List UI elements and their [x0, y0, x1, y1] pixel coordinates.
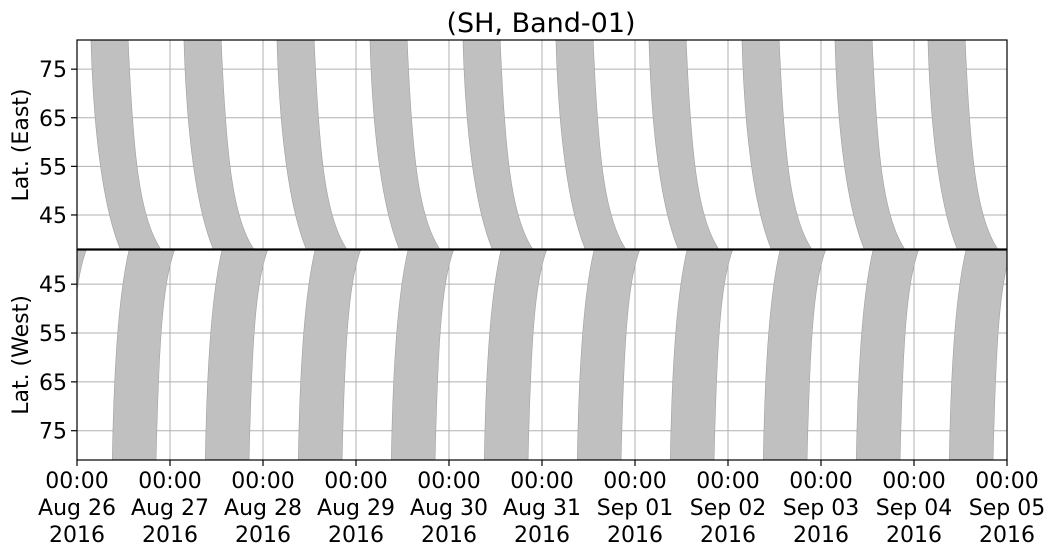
west-panel-bands [77, 250, 1007, 460]
x-tick-label: 00:00 [789, 469, 852, 494]
axes-frame [71, 39, 1008, 466]
x-tick-label: 00:00 [45, 469, 108, 494]
observation-band [834, 40, 906, 249]
observation-band [927, 40, 999, 249]
observation-band [763, 250, 826, 460]
y-axis-label-east: Lat. (East) [9, 89, 34, 202]
x-tick-label: 00:00 [696, 469, 759, 494]
observation-band [741, 40, 813, 249]
y-axis-label-west: Lat. (West) [9, 295, 34, 415]
observation-band [369, 40, 441, 249]
x-tick-label: Aug 28 [224, 496, 302, 521]
x-tick-label: Aug 30 [410, 496, 488, 521]
observation-band [77, 250, 87, 293]
observation-band [90, 40, 162, 249]
y-tick-label: 65 [39, 107, 67, 132]
x-tick-label: 2016 [700, 523, 756, 548]
x-tick-label: Aug 29 [317, 496, 395, 521]
observation-band [949, 250, 1007, 460]
observation-band [205, 250, 268, 460]
observation-band [276, 40, 348, 249]
observation-band [183, 40, 255, 249]
x-tick-label: Sep 03 [783, 496, 859, 521]
x-tick-label: 00:00 [231, 469, 294, 494]
x-tick-label: 2016 [235, 523, 291, 548]
east-panel-bands [90, 40, 999, 249]
x-tick-label: 2016 [49, 523, 105, 548]
x-tick-label: 2016 [979, 523, 1035, 548]
y-tick-label: 55 [39, 322, 67, 347]
x-tick-label: 2016 [328, 523, 384, 548]
x-tick-label: 00:00 [324, 469, 387, 494]
x-tick-label: Sep 02 [690, 496, 766, 521]
observation-band [648, 40, 720, 249]
x-tick-label: 00:00 [510, 469, 573, 494]
y-tick-label: 75 [39, 420, 67, 445]
y-tick-label: 75 [39, 58, 67, 83]
observation-band [298, 250, 361, 460]
observation-band [462, 40, 534, 249]
x-tick-label: Sep 05 [969, 496, 1045, 521]
panel-frame [76, 39, 1008, 250]
y-tick-labels: 45 55 65 75 75 65 55 45 [39, 58, 67, 445]
observation-band [484, 250, 547, 460]
y-tick-label: 65 [39, 371, 67, 396]
observation-band [577, 250, 640, 460]
chart-title: (SH, Band-01) [446, 8, 635, 39]
x-tick-label: Aug 26 [38, 496, 116, 521]
x-tick-label: 2016 [514, 523, 570, 548]
x-tick-label: Sep 04 [876, 496, 952, 521]
x-tick-label: 2016 [793, 523, 849, 548]
y-tick-label: 55 [39, 155, 67, 180]
x-tick-label: 00:00 [603, 469, 666, 494]
y-tick-label: 45 [39, 273, 67, 298]
observation-band [856, 250, 919, 460]
x-tick-label: 00:00 [138, 469, 201, 494]
observation-band [112, 250, 175, 460]
x-tick-label: 2016 [142, 523, 198, 548]
x-tick-label: 2016 [421, 523, 477, 548]
x-tick-label: 2016 [607, 523, 663, 548]
x-tick-label: 00:00 [975, 469, 1038, 494]
x-tick-label: 00:00 [882, 469, 945, 494]
x-tick-label: Aug 27 [131, 496, 209, 521]
x-tick-label: Aug 31 [503, 496, 581, 521]
observation-band [391, 250, 454, 460]
observation-band [555, 40, 627, 249]
x-tick-label: 00:00 [417, 469, 480, 494]
x-tick-label: Sep 01 [597, 496, 673, 521]
y-tick-label: 45 [39, 204, 67, 229]
x-tick-label: 2016 [886, 523, 942, 548]
observation-band [670, 250, 733, 460]
